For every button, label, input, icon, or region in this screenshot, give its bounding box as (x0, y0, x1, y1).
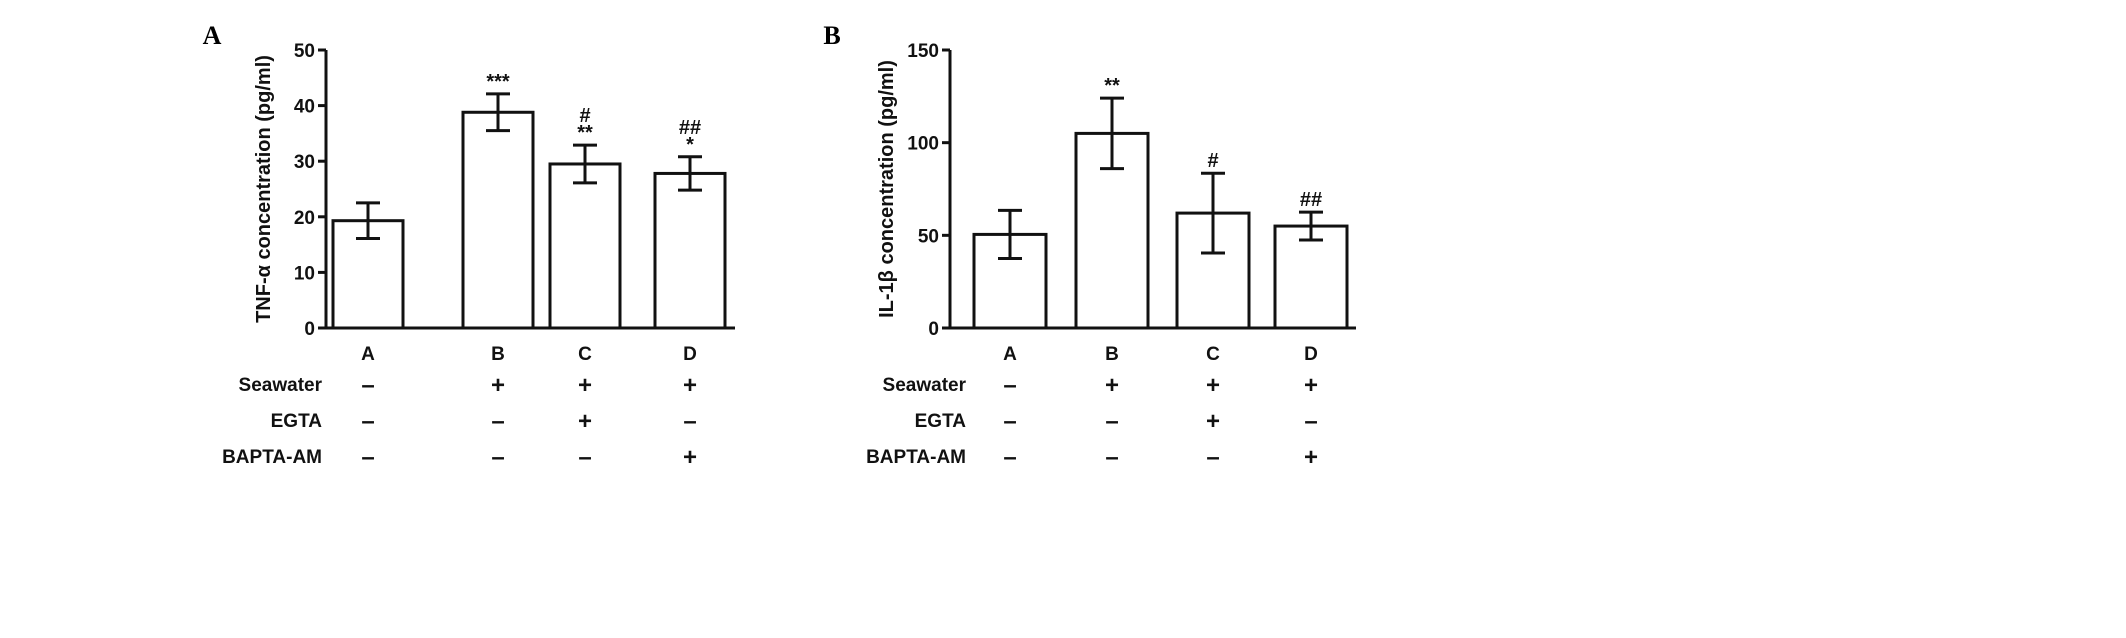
y-tick-label: 100 (907, 134, 939, 155)
treatment-mark: + (491, 372, 505, 399)
treatment-row-label: BAPTA-AM (222, 447, 322, 468)
significance-line: ** (577, 122, 593, 144)
y-tick-label: 150 (907, 41, 939, 62)
significance-line: ## (1300, 189, 1322, 211)
bar-b (461, 110, 535, 330)
treatment-mark: + (1304, 372, 1318, 399)
treatment-row-label: Seawater (239, 375, 323, 396)
x-tick-label: C (578, 344, 592, 365)
treatment-mark: + (578, 408, 592, 435)
treatment-mark: + (578, 372, 592, 399)
treatment-mark: – (1003, 408, 1016, 435)
y-tick-label: 0 (304, 319, 315, 340)
treatment-row-label: Seawater (883, 375, 967, 396)
treatment-row-label: EGTA (915, 411, 967, 432)
treatment-mark: – (361, 444, 374, 471)
significance-line: * (686, 134, 694, 156)
significance-marker: *** (486, 71, 510, 93)
treatment-row-label: EGTA (271, 411, 323, 432)
significance-marker: ## (1300, 189, 1322, 211)
y-axis-label: IL-1β concentration (pg/ml) (876, 60, 898, 318)
treatment-mark: + (683, 372, 697, 399)
y-tick-label: 50 (918, 226, 939, 247)
y-tick-label: 20 (294, 208, 315, 229)
treatment-mark: – (491, 408, 504, 435)
panel-b: B IL-1β concentration (pg/ml) 0 50 100 150 A **… (823, 21, 1356, 471)
panel-a: A TNF-α concentration (pg/ml) 0 10 20 30 40 50 A… (203, 21, 735, 471)
significance-marker: # (1207, 150, 1218, 172)
treatment-mark: – (578, 444, 591, 471)
treatment-mark: – (683, 408, 696, 435)
significance-line: # (1207, 150, 1218, 172)
bar-d (653, 171, 727, 330)
significance-line: ** (1104, 75, 1120, 97)
y-tick-label: 0 (928, 319, 939, 340)
significance-line: # (579, 105, 590, 127)
y-tick-label: 30 (294, 152, 315, 173)
treatment-mark: – (361, 408, 374, 435)
treatment-mark: – (1206, 444, 1219, 471)
significance-marker: ** (1104, 75, 1120, 97)
y-tick-label: 10 (294, 263, 315, 284)
x-tick-label: B (1105, 344, 1119, 365)
y-tick-label: 40 (294, 97, 315, 118)
significance-line: ## (679, 117, 701, 139)
treatment-mark: – (1304, 408, 1317, 435)
treatment-mark: – (491, 444, 504, 471)
significance-line: *** (486, 71, 510, 93)
treatment-mark: – (1105, 408, 1118, 435)
treatment-row-label: BAPTA-AM (866, 447, 966, 468)
treatment-mark: + (1304, 444, 1318, 471)
panel-label: B (823, 21, 840, 50)
x-tick-label: A (361, 344, 375, 365)
treatment-mark: – (1003, 444, 1016, 471)
x-tick-label: B (491, 344, 505, 365)
x-tick-label: D (1304, 344, 1318, 365)
x-tick-label: C (1206, 344, 1220, 365)
x-tick-label: D (683, 344, 697, 365)
panel-label: A (203, 21, 222, 50)
bar-c (548, 162, 622, 330)
treatment-mark: – (1003, 372, 1016, 399)
treatment-mark: + (1105, 372, 1119, 399)
significance-marker: # ** (577, 105, 593, 144)
x-tick-label: A (1003, 344, 1017, 365)
treatment-mark: + (683, 444, 697, 471)
y-axis-label: TNF-α concentration (pg/ml) (253, 55, 275, 323)
treatment-mark: – (1105, 444, 1118, 471)
treatment-mark: + (1206, 408, 1220, 435)
treatment-mark: + (1206, 372, 1220, 399)
significance-marker: ## * (679, 117, 701, 156)
y-tick-label: 50 (294, 41, 315, 62)
treatment-mark: – (361, 372, 374, 399)
